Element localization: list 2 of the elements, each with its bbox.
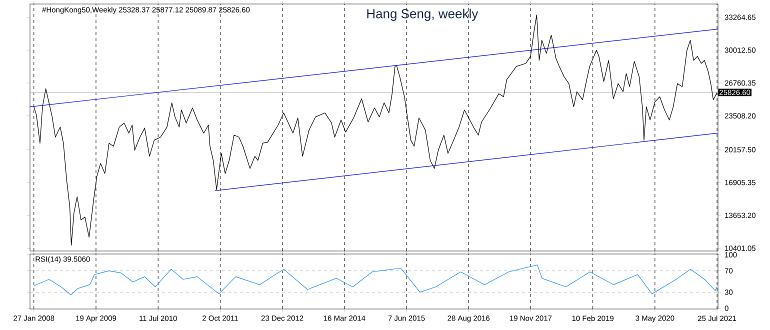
chart-title: Hang Seng, weekly: [367, 8, 478, 21]
line-series: [34, 264, 718, 296]
